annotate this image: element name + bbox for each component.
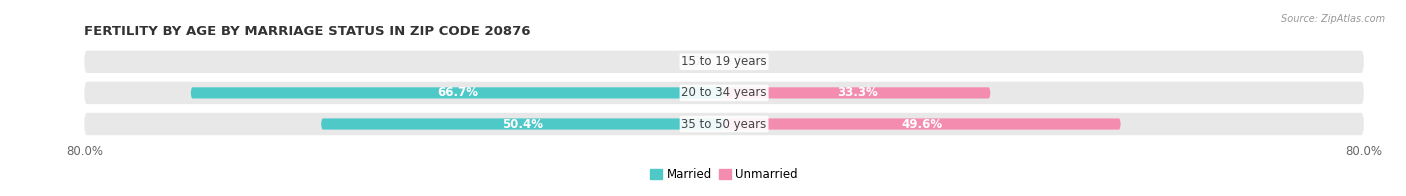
Text: 49.6%: 49.6% (901, 118, 943, 131)
FancyBboxPatch shape (84, 113, 1364, 135)
FancyBboxPatch shape (724, 87, 990, 99)
FancyBboxPatch shape (724, 118, 1121, 130)
Text: 66.7%: 66.7% (437, 86, 478, 99)
Text: 20 to 34 years: 20 to 34 years (682, 86, 766, 99)
Text: 50.4%: 50.4% (502, 118, 543, 131)
Text: FERTILITY BY AGE BY MARRIAGE STATUS IN ZIP CODE 20876: FERTILITY BY AGE BY MARRIAGE STATUS IN Z… (84, 25, 531, 38)
FancyBboxPatch shape (84, 82, 1364, 104)
Text: 35 to 50 years: 35 to 50 years (682, 118, 766, 131)
Text: 0.0%: 0.0% (737, 55, 766, 68)
FancyBboxPatch shape (321, 118, 724, 130)
Text: 33.3%: 33.3% (837, 86, 877, 99)
Text: 15 to 19 years: 15 to 19 years (682, 55, 766, 68)
FancyBboxPatch shape (84, 51, 1364, 73)
Legend: Married, Unmarried: Married, Unmarried (645, 164, 803, 186)
FancyBboxPatch shape (191, 87, 724, 99)
Text: 0.0%: 0.0% (682, 55, 711, 68)
Text: Source: ZipAtlas.com: Source: ZipAtlas.com (1281, 14, 1385, 24)
